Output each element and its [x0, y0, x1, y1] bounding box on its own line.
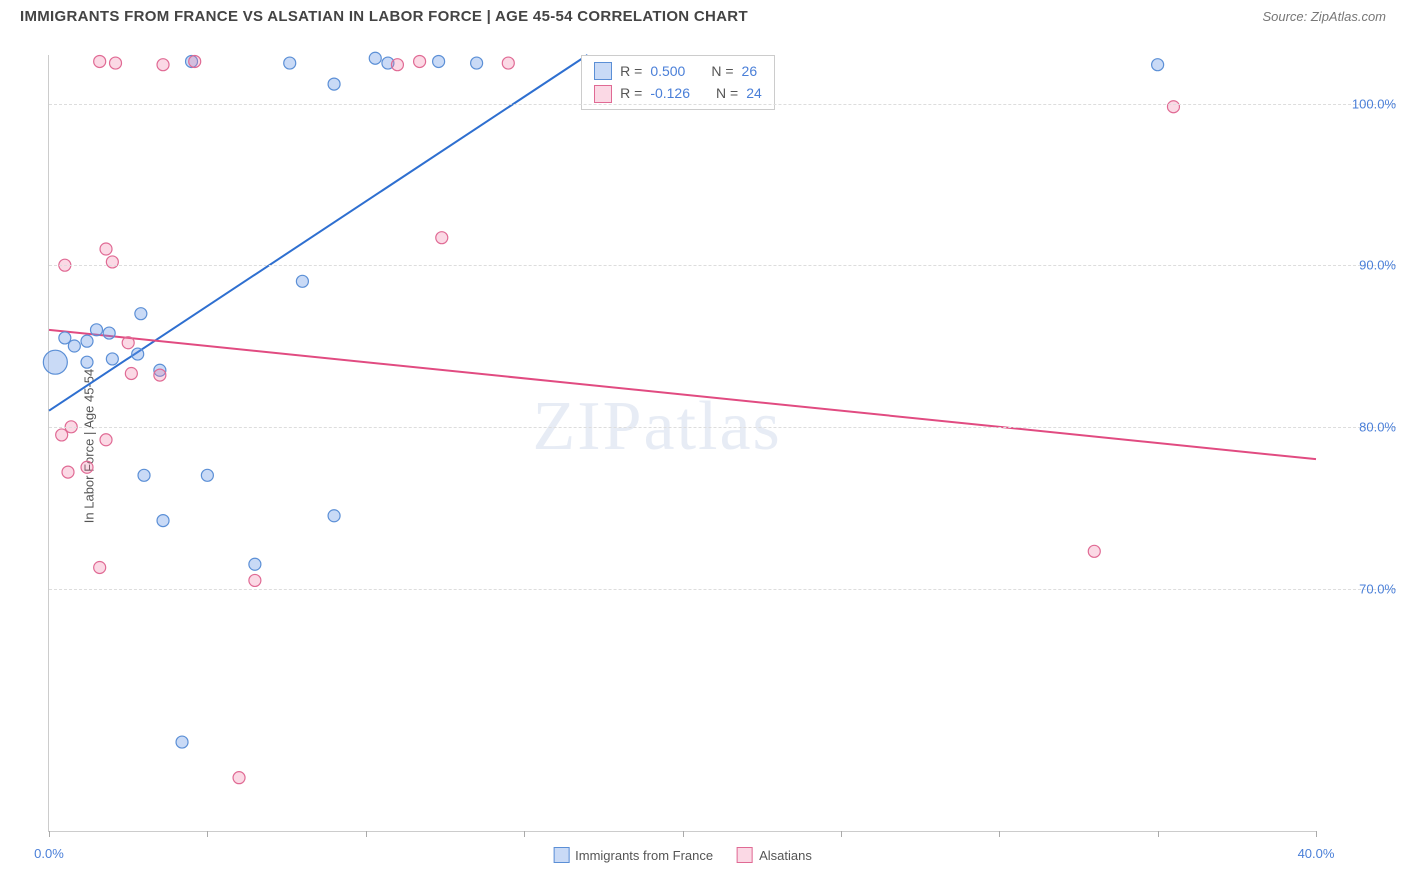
xtick: [207, 831, 208, 837]
data-point: [56, 429, 68, 441]
data-point: [436, 232, 448, 244]
xtick: [1316, 831, 1317, 837]
trend-line: [49, 330, 1316, 459]
data-point: [103, 327, 115, 339]
swatch-series1: [594, 62, 612, 80]
ytick-label: 90.0%: [1326, 258, 1396, 273]
xtick: [524, 831, 525, 837]
xtick: [999, 831, 1000, 837]
data-point: [157, 515, 169, 527]
xtick: [49, 831, 50, 837]
data-point: [62, 466, 74, 478]
ytick-label: 70.0%: [1326, 581, 1396, 596]
r-value-series1: 0.500: [650, 60, 685, 82]
data-point: [68, 340, 80, 352]
n-value-series1: 26: [742, 60, 758, 82]
data-point: [94, 55, 106, 67]
data-point: [43, 350, 67, 374]
data-point: [1152, 59, 1164, 71]
legend-item-series2: Alsatians: [737, 847, 812, 863]
legend-item-series1: Immigrants from France: [553, 847, 713, 863]
data-point: [433, 55, 445, 67]
xtick-label: 0.0%: [34, 846, 64, 861]
data-point: [132, 348, 144, 360]
data-point: [201, 469, 213, 481]
data-point: [176, 736, 188, 748]
data-point: [249, 558, 261, 570]
legend-label-series2: Alsatians: [759, 848, 812, 863]
data-point: [391, 59, 403, 71]
scatter-svg: [49, 55, 1316, 831]
data-point: [110, 57, 122, 69]
chart-header: IMMIGRANTS FROM FRANCE VS ALSATIAN IN LA…: [0, 0, 1406, 29]
swatch-series2: [594, 85, 612, 103]
data-point: [328, 510, 340, 522]
data-point: [125, 367, 137, 379]
bottom-legend: Immigrants from France Alsatians: [553, 847, 812, 863]
data-point: [189, 55, 201, 67]
stats-legend-box: R = 0.500 N = 26 R = -0.126 N = 24: [581, 55, 775, 110]
gridline-h: [49, 427, 1396, 428]
gridline-h: [49, 265, 1396, 266]
data-point: [100, 243, 112, 255]
xtick: [1158, 831, 1159, 837]
data-point: [284, 57, 296, 69]
stats-row-series2: R = -0.126 N = 24: [594, 82, 762, 104]
gridline-h: [49, 104, 1396, 105]
plot-area: ZIPatlas R = 0.500 N = 26 R = -0.126 N =…: [48, 55, 1316, 832]
data-point: [81, 335, 93, 347]
data-point: [122, 337, 134, 349]
data-point: [233, 772, 245, 784]
xtick-label: 40.0%: [1298, 846, 1335, 861]
legend-swatch-series1: [553, 847, 569, 863]
ytick-label: 80.0%: [1326, 419, 1396, 434]
data-point: [81, 461, 93, 473]
r-value-series2: -0.126: [650, 82, 690, 104]
data-point: [94, 561, 106, 573]
data-point: [138, 469, 150, 481]
ytick-label: 100.0%: [1326, 96, 1396, 111]
data-point: [1088, 545, 1100, 557]
xtick: [683, 831, 684, 837]
data-point: [328, 78, 340, 90]
data-point: [100, 434, 112, 446]
legend-label-series1: Immigrants from France: [575, 848, 713, 863]
data-point: [296, 275, 308, 287]
legend-swatch-series2: [737, 847, 753, 863]
data-point: [106, 353, 118, 365]
data-point: [91, 324, 103, 336]
data-point: [154, 369, 166, 381]
data-point: [249, 574, 261, 586]
xtick: [366, 831, 367, 837]
data-point: [157, 59, 169, 71]
xtick: [841, 831, 842, 837]
stats-row-series1: R = 0.500 N = 26: [594, 60, 762, 82]
data-point: [502, 57, 514, 69]
data-point: [414, 55, 426, 67]
n-value-series2: 24: [746, 82, 762, 104]
chart-title: IMMIGRANTS FROM FRANCE VS ALSATIAN IN LA…: [20, 8, 748, 25]
data-point: [471, 57, 483, 69]
data-point: [135, 308, 147, 320]
gridline-h: [49, 589, 1396, 590]
data-point: [81, 356, 93, 368]
source-attribution: Source: ZipAtlas.com: [1262, 9, 1386, 24]
data-point: [369, 52, 381, 64]
